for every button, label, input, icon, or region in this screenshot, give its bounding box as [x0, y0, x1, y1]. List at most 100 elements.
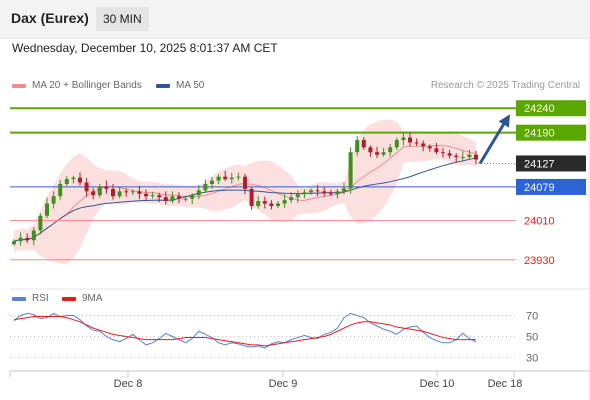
candle-body — [348, 152, 353, 189]
candle-body — [368, 147, 373, 153]
candle-body — [229, 177, 234, 180]
candle-body — [408, 137, 412, 143]
candle-body — [97, 186, 102, 196]
candle-body — [467, 154, 472, 158]
candle-body — [104, 186, 109, 189]
chart-header: Dax (Eurex) 30 MIN — [0, 0, 590, 38]
candle-body — [51, 196, 56, 204]
candle-body — [434, 148, 439, 153]
level-label-24240: 24240 — [524, 103, 555, 115]
candle-body — [196, 190, 201, 196]
ma20-swatch — [12, 83, 26, 88]
candle-body — [342, 188, 346, 192]
forecast-arrow-shaft — [478, 119, 508, 165]
candle-body — [111, 188, 115, 197]
rsi-swatch — [12, 296, 26, 301]
candle-body — [243, 176, 247, 189]
candle-body — [328, 193, 333, 195]
legend-ma50: MA 50 — [156, 80, 204, 91]
forecast-arrow-head — [498, 114, 510, 128]
level-label-24079: 24079 — [524, 182, 555, 194]
time-axis-label: Dec 8 — [114, 378, 143, 390]
level-label-24127: 24127 — [524, 158, 555, 170]
candle-body — [137, 191, 142, 194]
candle-body — [124, 191, 129, 193]
candle-body — [91, 191, 96, 196]
candle-body — [183, 198, 188, 200]
ma9-swatch — [62, 296, 76, 301]
instrument-title: Dax (Eurex) — [11, 10, 89, 26]
candle-body — [31, 230, 36, 241]
copyright-text: Research © 2025 Trading Central — [430, 80, 580, 91]
candle-body — [58, 184, 63, 197]
candle-body — [302, 192, 307, 195]
timeframe-button[interactable]: 30 MIN — [96, 7, 149, 31]
candle-body — [190, 195, 195, 199]
candle-body — [454, 155, 459, 158]
candle-body — [289, 197, 294, 201]
header-divider — [0, 38, 590, 39]
candle-body — [460, 157, 465, 159]
level-tag-24079 — [516, 178, 586, 195]
level-tag-24240 — [516, 100, 586, 117]
candle-body — [236, 176, 241, 178]
candle-body — [117, 191, 122, 197]
candle-body — [394, 140, 399, 148]
candle-body — [276, 203, 280, 206]
ma50-swatch — [156, 83, 170, 88]
candle-body — [414, 142, 419, 144]
rsi-tick-70: 70 — [526, 311, 538, 323]
candle-body — [447, 153, 452, 156]
candle-body — [38, 215, 43, 231]
legend-rsi: RSI — [12, 293, 49, 304]
candle-body — [78, 177, 82, 183]
candle-body — [309, 190, 313, 193]
rsi-label: RSI — [32, 293, 49, 304]
candle-body — [216, 176, 221, 181]
candle-body — [401, 137, 406, 140]
candle-body — [256, 201, 261, 206]
candle-body — [163, 197, 168, 202]
time-axis-label: Dec 9 — [269, 378, 298, 390]
candle-body — [474, 154, 478, 160]
candle-body — [177, 196, 181, 199]
datetime-label: Wednesday, December 10, 2025 8:01:37 AM … — [12, 41, 278, 55]
candle-body — [322, 191, 327, 194]
candle-body — [157, 195, 162, 198]
candle-body — [170, 196, 175, 202]
level-label-23930: 23930 — [524, 255, 555, 267]
candle-body — [295, 194, 300, 198]
candle-body — [18, 237, 23, 242]
candle-body — [64, 179, 69, 184]
candle-body — [361, 140, 366, 148]
candle-body — [130, 191, 135, 193]
candle-body — [210, 180, 214, 184]
candle-body — [335, 191, 340, 195]
candle-body — [144, 193, 148, 197]
legend-ma20: MA 20 + Bollinger Bands — [12, 80, 142, 91]
candle-body — [441, 152, 445, 154]
candle-body — [282, 200, 287, 204]
candle-body — [249, 188, 254, 206]
ma20-label: MA 20 + Bollinger Bands — [32, 80, 142, 91]
time-axis-label: Dec 18 — [488, 378, 523, 390]
candle-body — [388, 147, 393, 153]
candle-body — [84, 182, 89, 192]
level-tag-24127 — [516, 155, 586, 172]
level-label-24010: 24010 — [524, 216, 555, 228]
candle-body — [203, 184, 208, 191]
candle-body — [355, 140, 360, 153]
candle-body — [381, 152, 386, 155]
candle-body — [45, 203, 49, 216]
rsi-line — [13, 312, 477, 349]
candle-body — [12, 241, 16, 245]
rsi-9ma-line — [13, 316, 476, 347]
candle-body — [427, 146, 432, 149]
candle-body — [25, 237, 30, 241]
candle-body — [262, 201, 267, 204]
candle-body — [375, 152, 379, 155]
rsi-tick-30: 30 — [526, 353, 538, 365]
candle-body — [71, 177, 76, 180]
ma9-label: 9MA — [82, 293, 103, 304]
